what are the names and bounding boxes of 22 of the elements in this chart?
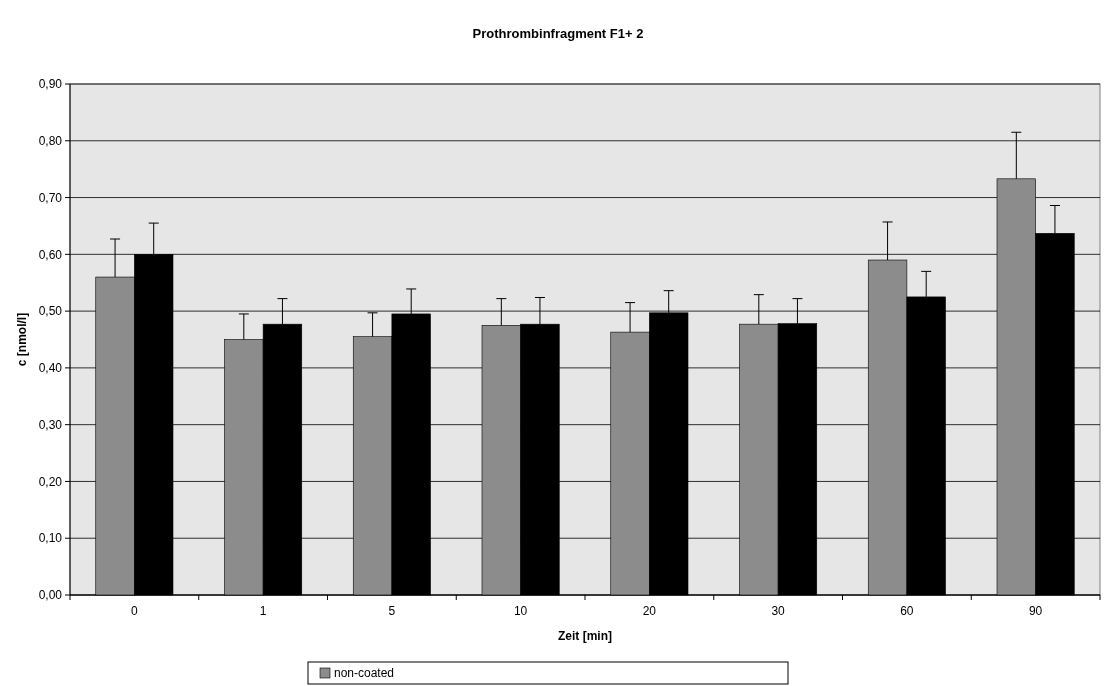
chart-title: Prothrombinfragment F1+ 2 — [472, 26, 644, 41]
y-tick-label: 0,80 — [38, 133, 63, 148]
y-tick-label: 0,20 — [38, 474, 63, 489]
x-tick-label: 20 — [642, 604, 657, 618]
y-tick-label: 0,70 — [38, 190, 63, 205]
y-tick-label: 0,40 — [38, 361, 63, 376]
x-tick-label: 1 — [259, 604, 267, 618]
x-tick-label: 10 — [513, 604, 528, 618]
x-tick-label: 60 — [900, 604, 914, 618]
x-tick-label: 30 — [771, 604, 786, 618]
x-tick-label: 90 — [1028, 604, 1043, 618]
y-axis-title: c [nmol/l] — [15, 312, 29, 367]
y-tick-label: 0,30 — [38, 417, 63, 432]
y-tick-label: 0,10 — [38, 531, 63, 546]
x-axis-title: Zeit [min] — [558, 629, 612, 643]
y-tick-label: 0,50 — [38, 304, 63, 319]
x-tick-label: 5 — [388, 604, 396, 618]
y-tick-label: 0,60 — [38, 247, 63, 262]
x-tick-label: 0 — [131, 604, 139, 618]
legend-label: non-coated — [334, 666, 395, 680]
y-tick-label: 0,90 — [38, 77, 63, 92]
y-tick-label: 0,00 — [38, 588, 63, 603]
